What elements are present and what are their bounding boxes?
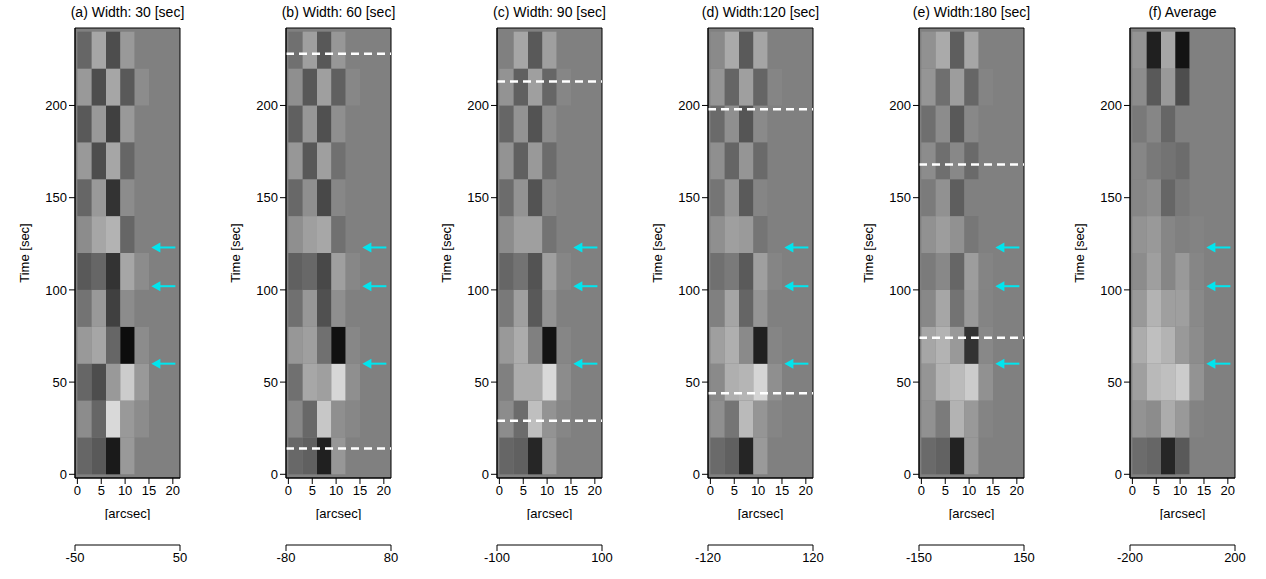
svg-text:100: 100 (591, 550, 613, 565)
svg-text:Time [sec]: Time [sec] (439, 223, 454, 282)
svg-text:150: 150 (678, 190, 700, 205)
svg-text:150: 150 (467, 190, 489, 205)
svg-text:0: 0 (1115, 467, 1122, 482)
svg-text:0: 0 (918, 483, 925, 498)
svg-text:200: 200 (1224, 550, 1246, 565)
svg-text:-80: -80 (277, 550, 296, 565)
svg-text:[arcsec]: [arcsec] (316, 506, 362, 520)
svg-text:150: 150 (889, 190, 911, 205)
svg-text:200: 200 (467, 98, 489, 113)
svg-text:50: 50 (1108, 375, 1122, 390)
svg-text:100: 100 (889, 283, 911, 298)
svg-text:0: 0 (60, 467, 67, 482)
html-text:(c) Width: 90 [sec]: (c) Width: 90 [sec] (493, 4, 606, 20)
html-text:(f) Average: (f) Average (1148, 4, 1217, 20)
svg-text:20: 20 (377, 483, 391, 498)
svg-text:[arcsec]: [arcsec] (1160, 506, 1206, 520)
svg-text:100: 100 (45, 283, 67, 298)
svg-text:5: 5 (98, 483, 105, 498)
svg-text:20: 20 (1010, 483, 1024, 498)
svg-text:10: 10 (962, 483, 976, 498)
svg-text:Time [sec]: Time [sec] (650, 223, 665, 282)
svg-text:200: 200 (889, 98, 911, 113)
svg-text:80: 80 (384, 550, 398, 565)
svg-text:Time [sec]: Time [sec] (861, 223, 876, 282)
svg-text:-120: -120 (695, 550, 721, 565)
svg-text:[arcsec]: [arcsec] (949, 506, 995, 520)
svg-text:0: 0 (482, 467, 489, 482)
svg-text:50: 50 (53, 375, 67, 390)
svg-text:200: 200 (256, 98, 278, 113)
svg-text:0: 0 (285, 483, 292, 498)
svg-text:15: 15 (353, 483, 367, 498)
html-text:(a) Width: 30 [sec]: (a) Width: 30 [sec] (70, 4, 185, 20)
svg-text:100: 100 (678, 283, 700, 298)
svg-text:200: 200 (678, 98, 700, 113)
svg-text:15: 15 (775, 483, 789, 498)
svg-text:[arcsec]: [arcsec] (527, 506, 573, 520)
svg-text:[arcsec]: [arcsec] (105, 506, 151, 520)
svg-text:20: 20 (166, 483, 180, 498)
svg-text:0: 0 (904, 467, 911, 482)
svg-text:Time [sec]: Time [sec] (228, 223, 243, 282)
svg-text:150: 150 (1100, 190, 1122, 205)
svg-text:[arcsec]: [arcsec] (738, 506, 784, 520)
svg-text:0: 0 (693, 467, 700, 482)
svg-text:15: 15 (1197, 483, 1211, 498)
html-text:(e) Width:180 [sec]: (e) Width:180 [sec] (912, 4, 1031, 20)
html-text:(b) Width: 60 [sec]: (b) Width: 60 [sec] (281, 4, 396, 20)
svg-text:200: 200 (45, 98, 67, 113)
svg-text:10: 10 (118, 483, 132, 498)
svg-text:15: 15 (986, 483, 1000, 498)
svg-text:0: 0 (271, 467, 278, 482)
svg-text:0: 0 (496, 483, 503, 498)
svg-text:Time [sec]: Time [sec] (1072, 223, 1087, 282)
svg-text:50: 50 (897, 375, 911, 390)
svg-text:10: 10 (1173, 483, 1187, 498)
svg-text:20: 20 (1221, 483, 1235, 498)
svg-text:0: 0 (74, 483, 81, 498)
svg-text:10: 10 (751, 483, 765, 498)
svg-text:120: 120 (802, 550, 824, 565)
svg-text:20: 20 (799, 483, 813, 498)
svg-text:50: 50 (173, 550, 187, 565)
svg-text:15: 15 (142, 483, 156, 498)
svg-text:20: 20 (588, 483, 602, 498)
svg-text:50: 50 (475, 375, 489, 390)
svg-text:5: 5 (309, 483, 316, 498)
svg-text:150: 150 (256, 190, 278, 205)
svg-text:100: 100 (256, 283, 278, 298)
svg-text:-150: -150 (906, 550, 932, 565)
svg-text:5: 5 (942, 483, 949, 498)
svg-text:5: 5 (731, 483, 738, 498)
svg-text:10: 10 (540, 483, 554, 498)
svg-text:5: 5 (520, 483, 527, 498)
svg-text:-200: -200 (1117, 550, 1143, 565)
svg-text:100: 100 (1100, 283, 1122, 298)
html-text:(d) Width:120 [sec]: (d) Width:120 [sec] (701, 4, 820, 20)
svg-text:150: 150 (1013, 550, 1035, 565)
svg-text:0: 0 (1129, 483, 1136, 498)
svg-text:10: 10 (329, 483, 343, 498)
svg-text:0: 0 (707, 483, 714, 498)
svg-text:-50: -50 (66, 550, 85, 565)
svg-text:Time [sec]: Time [sec] (17, 223, 32, 282)
svg-text:50: 50 (264, 375, 278, 390)
svg-text:-100: -100 (484, 550, 510, 565)
svg-text:5: 5 (1153, 483, 1160, 498)
svg-text:200: 200 (1100, 98, 1122, 113)
svg-text:50: 50 (686, 375, 700, 390)
svg-text:100: 100 (467, 283, 489, 298)
svg-text:150: 150 (45, 190, 67, 205)
svg-text:15: 15 (564, 483, 578, 498)
